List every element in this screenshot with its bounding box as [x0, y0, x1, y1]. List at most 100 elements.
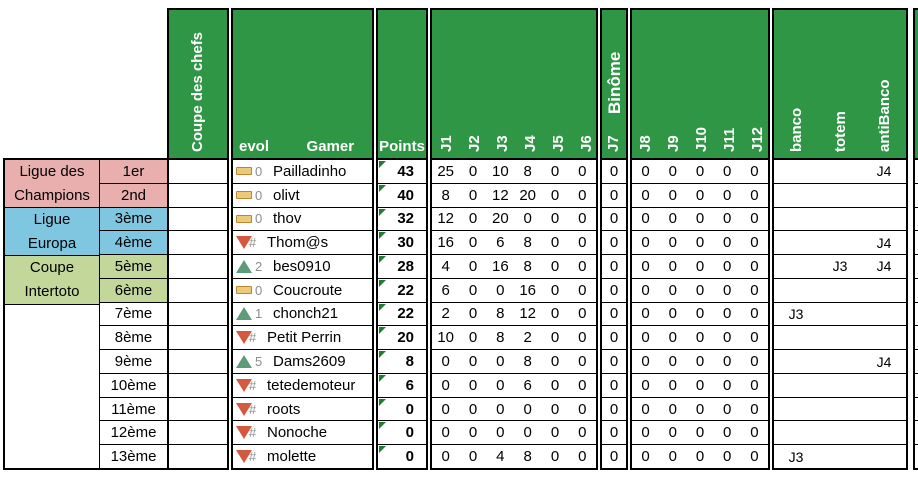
j1-j6-row[interactable]: 2 0 8 12 0 0	[432, 303, 596, 327]
rank-cell[interactable]: 9ème	[100, 350, 167, 374]
banco-row[interactable]	[774, 208, 906, 232]
league-group-empty[interactable]	[5, 304, 99, 468]
j7-row[interactable]: 0	[602, 374, 626, 398]
rank-cell[interactable]: 8ème	[100, 326, 167, 351]
rank-cell[interactable]: 11ème	[100, 397, 167, 422]
rank-cell[interactable]: 1er	[100, 160, 167, 184]
gamer-header[interactable]: evol Gamer	[233, 10, 372, 160]
points-cell[interactable]: 8	[378, 350, 426, 374]
player-cell[interactable]: 0 Coucroute	[233, 279, 372, 303]
j1-j6-row[interactable]: 0 0 0 8 0 0	[432, 350, 596, 374]
banco-header[interactable]: banco totem antiBanco	[774, 10, 906, 160]
j7-row[interactable]: 0	[602, 279, 626, 303]
j1-j6-row[interactable]: 4 0 16 8 0 0	[432, 255, 596, 279]
rank-cell[interactable]: 12ème	[100, 421, 167, 446]
player-cell[interactable]: 0 thov	[233, 208, 372, 232]
banco-row[interactable]: J3	[774, 445, 906, 468]
points-cell[interactable]: 22	[378, 303, 426, 327]
rank-cell[interactable]: 13ème	[100, 445, 167, 468]
player-cell[interactable]: # tetedemoteur	[233, 374, 372, 398]
rank-cell[interactable]: 3ème	[100, 207, 167, 232]
points-cell[interactable]: 30	[378, 231, 426, 256]
points-cell[interactable]: 0	[378, 421, 426, 446]
coupe-cell[interactable]	[169, 279, 227, 303]
j7-row[interactable]: 0	[602, 208, 626, 232]
coupe-cell[interactable]	[169, 374, 227, 398]
league-group-europa[interactable]: Ligue Europa	[5, 208, 99, 257]
points-header[interactable]: Points	[378, 10, 426, 160]
banco-row[interactable]: J4	[774, 350, 906, 374]
j1-j6-row[interactable]: 10 0 8 2 0 0	[432, 326, 596, 351]
j7-row[interactable]: 0	[602, 326, 626, 351]
player-cell[interactable]: 0 Pailladinho	[233, 160, 372, 184]
points-cell[interactable]: 20	[378, 326, 426, 351]
coupe-des-chefs-header[interactable]: Coupe des chefs	[169, 10, 227, 160]
player-cell[interactable]: # Thom@s	[233, 231, 372, 256]
banco-row[interactable]: J3 J4	[774, 255, 906, 279]
coupe-cell[interactable]	[169, 326, 227, 351]
player-cell[interactable]: 2 bes0910	[233, 255, 372, 279]
coupe-cell[interactable]	[169, 255, 227, 279]
coupe-cell[interactable]	[169, 303, 227, 327]
coupe-cell[interactable]	[169, 421, 227, 446]
j7-row[interactable]: 0	[602, 160, 626, 184]
coupe-cell[interactable]	[169, 208, 227, 232]
j8-j12-header[interactable]: J8 J9 J10 J11 J12	[632, 10, 768, 160]
j7-row[interactable]: 0	[602, 421, 626, 446]
j7-row[interactable]: 0	[602, 231, 626, 256]
rank-cell[interactable]: 7ème	[100, 302, 167, 327]
points-cell[interactable]: 22	[378, 279, 426, 303]
j1-j6-row[interactable]: 12 0 20 0 0 0	[432, 208, 596, 232]
league-group-champions[interactable]: Ligue des Champions	[5, 160, 99, 209]
j7-header[interactable]: Binôme J7	[602, 10, 626, 160]
j7-row[interactable]: 0	[602, 184, 626, 208]
player-cell[interactable]: # Nonoche	[233, 421, 372, 446]
player-cell[interactable]: 5 Dams2609	[233, 350, 372, 374]
points-cell[interactable]: 43	[378, 160, 426, 184]
j1-j6-row[interactable]: 6 0 0 16 0 0	[432, 279, 596, 303]
rank-cell[interactable]: 5ème	[100, 255, 167, 279]
coupe-cell[interactable]	[169, 398, 227, 422]
coupe-cell[interactable]	[169, 350, 227, 374]
points-cell[interactable]: 32	[378, 208, 426, 232]
banco-row[interactable]	[774, 398, 906, 422]
coupe-cell[interactable]	[169, 160, 227, 184]
j7-row[interactable]: 0	[602, 398, 626, 422]
coupe-cell[interactable]	[169, 184, 227, 208]
j1-j6-row[interactable]: 8 0 12 20 0 0	[432, 184, 596, 208]
j1-j6-row[interactable]: 16 0 6 8 0 0	[432, 231, 596, 256]
banco-row[interactable]	[774, 421, 906, 446]
j1-j6-row[interactable]: 25 0 10 8 0 0	[432, 160, 596, 184]
points-cell[interactable]: 40	[378, 184, 426, 208]
j7-row[interactable]: 0	[602, 445, 626, 468]
rank-cell[interactable]: 10ème	[100, 373, 167, 398]
coupe-cell[interactable]	[169, 231, 227, 256]
league-group-intertoto[interactable]: Coupe Intertoto	[5, 256, 99, 305]
rank-cell[interactable]: 2nd	[100, 183, 167, 208]
points-cell[interactable]: 0	[378, 445, 426, 468]
rank-cell[interactable]: 6ème	[100, 278, 167, 303]
j1-j6-header[interactable]: J1 J2 J3 J4 J5 J6	[432, 10, 596, 160]
player-cell[interactable]: # molette	[233, 445, 372, 468]
banco-row[interactable]	[774, 279, 906, 303]
points-cell[interactable]: 28	[378, 255, 426, 279]
j7-row[interactable]: 0	[602, 303, 626, 327]
banco-row[interactable]	[774, 374, 906, 398]
banco-row[interactable]: J3	[774, 303, 906, 327]
banco-row[interactable]: J4	[774, 231, 906, 256]
coupe-cell[interactable]	[169, 445, 227, 468]
player-cell[interactable]: # roots	[233, 398, 372, 422]
